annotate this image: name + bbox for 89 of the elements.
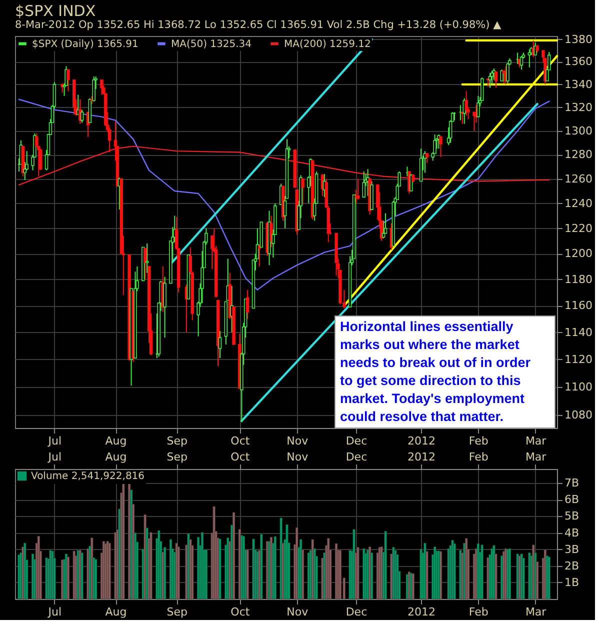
x2-tick-label: 2012 — [408, 606, 436, 618]
x-tick-label: Dec — [346, 450, 368, 464]
y-tick-label: 3B — [564, 542, 580, 556]
x2-tick-label: Nov — [286, 606, 309, 618]
x-tick-label: Feb — [468, 450, 488, 464]
line-series — [18, 146, 550, 186]
bar — [384, 530, 387, 600]
y-tick-label: 1360 — [564, 55, 592, 68]
y-tick-label: 1100 — [564, 380, 592, 394]
x-tick-label: Sep — [166, 434, 188, 448]
line-series — [18, 98, 550, 290]
bar — [274, 536, 277, 600]
y-tick-label: 1160 — [564, 299, 592, 312]
y-tick-label: 6B — [564, 493, 580, 506]
y-tick-label: 5B — [564, 510, 580, 523]
candlestick — [362, 171, 366, 198]
x2-tick-label: Feb — [468, 606, 488, 618]
legend-label: Volume 2,541,922,816 — [31, 471, 145, 482]
candlestick — [163, 276, 166, 338]
bar — [453, 543, 456, 600]
candlestick — [439, 136, 442, 158]
candlestick — [80, 109, 84, 124]
x-tick-label: 2012 — [408, 450, 436, 464]
bar — [177, 546, 180, 600]
y-tick-label: 1300 — [564, 124, 592, 138]
candlestick — [506, 62, 510, 84]
candlestick — [494, 71, 498, 88]
y-tick-label: 1180 — [564, 272, 592, 286]
x2-tick-label: Mar — [525, 606, 547, 618]
y-tick-label: 1200 — [564, 247, 592, 260]
legend-label: MA(200) 1259.12 — [284, 38, 371, 50]
candlestick — [145, 242, 149, 274]
bar — [522, 558, 525, 600]
chart-subtitle: 8-Mar-2012 Op 1352.65 Hi 1368.72 Lo 1352.65 Cl 1365.91 Vol 2.5B Chg +13.28 (+0.98%) ▲ — [15, 18, 502, 31]
chart-title: $SPX INDX — [15, 2, 96, 20]
y-tick-label: 1280 — [564, 148, 592, 162]
y-tick-label: 1140 — [564, 326, 592, 339]
bar — [232, 512, 236, 600]
candlestick — [246, 289, 250, 320]
candlestick — [425, 152, 429, 164]
y-tick-label: 1240 — [564, 196, 592, 210]
y-tick-label: 1080 — [564, 408, 592, 422]
candlestick — [500, 69, 504, 82]
legend-label: $SPX (Daily) 1365.91 — [32, 38, 138, 50]
x-tick-label: Jul — [47, 450, 62, 464]
candlestick — [419, 148, 423, 182]
x-tick-label: Dec — [346, 434, 368, 448]
x-tick-label: Mar — [525, 434, 547, 448]
y-tick-label: 1260 — [564, 172, 592, 186]
x-tick-label: Nov — [286, 450, 309, 464]
x2-tick-label: Jul — [47, 606, 62, 618]
y-tick-label: 1B — [564, 576, 580, 589]
y-tick-label: 2B — [564, 559, 580, 572]
candlestick — [490, 70, 494, 84]
x2-tick-label: Dec — [346, 606, 368, 618]
candlestick — [528, 48, 532, 68]
x2-tick-label: Oct — [230, 606, 250, 618]
x-tick-label: Mar — [525, 450, 547, 464]
x-tick-label: Feb — [468, 434, 488, 448]
y-tick-label: 1120 — [564, 352, 592, 366]
candlestick — [218, 330, 222, 359]
y-tick-label: 4B — [564, 526, 580, 540]
y-tick-label: 1380 — [564, 32, 592, 46]
x-tick-label: Oct — [230, 434, 250, 448]
candlestick — [464, 90, 468, 116]
y-tick-label: 1340 — [564, 78, 592, 91]
candlestick — [35, 132, 38, 147]
candlestick — [66, 69, 70, 92]
candlestick — [270, 215, 273, 248]
bar — [260, 534, 263, 600]
x-tick-label: 2012 — [408, 434, 436, 448]
candlestick — [301, 178, 304, 206]
x2-tick-label: Sep — [166, 606, 188, 618]
y-tick-label: 1220 — [564, 222, 592, 235]
bar — [66, 556, 70, 600]
y-tick-label: 1320 — [564, 100, 592, 114]
x-tick-label: Sep — [166, 450, 188, 464]
bar — [480, 544, 484, 600]
candlestick — [356, 178, 360, 200]
x-tick-label: Nov — [286, 434, 309, 448]
y-tick-label: 7B — [564, 476, 580, 490]
x-tick-label: Jul — [47, 434, 62, 448]
x-tick-label: Aug — [105, 450, 127, 464]
candlestick — [143, 248, 147, 280]
legend-label: MA(50) 1325.34 — [171, 38, 252, 50]
x2-tick-label: Aug — [105, 606, 127, 618]
annotation: Horizontal lines essentially marks out where the market needs to break out of in order to get some direction to this market. Today's employment could resolve that matter. — [340, 319, 532, 424]
x-tick-label: Aug — [105, 434, 127, 448]
x-tick-label: Oct — [230, 450, 250, 464]
